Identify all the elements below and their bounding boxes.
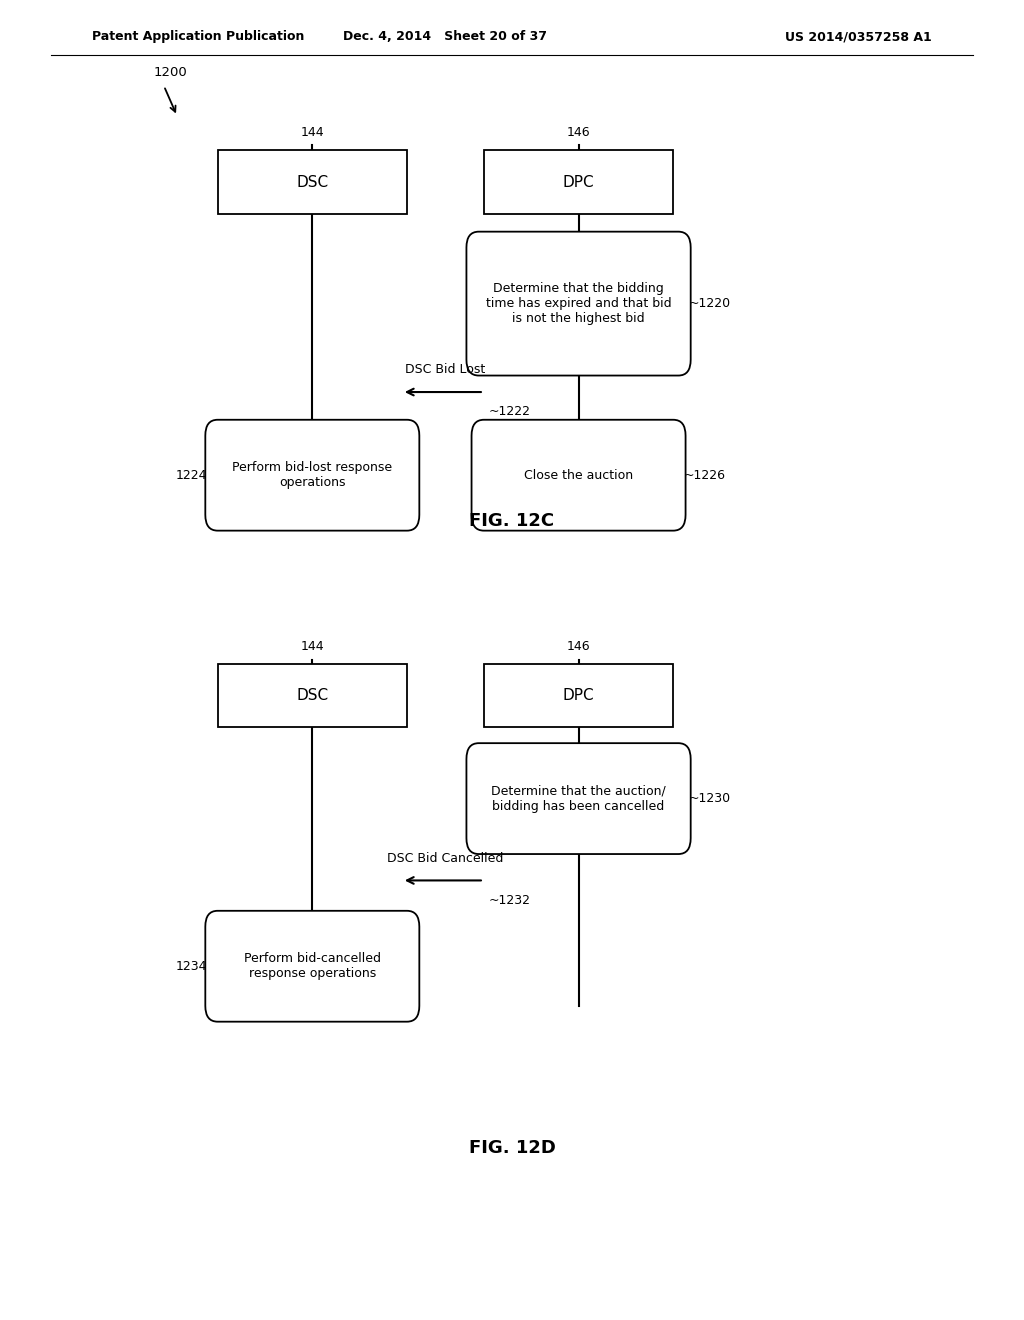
Text: 1200: 1200 (154, 66, 187, 79)
Bar (217, 664, 407, 727)
Bar (483, 150, 674, 214)
Text: DSC: DSC (296, 174, 329, 190)
FancyBboxPatch shape (466, 232, 690, 375)
Text: 1224: 1224 (176, 469, 207, 482)
Text: 1234: 1234 (176, 960, 207, 973)
Text: Patent Application Publication: Patent Application Publication (92, 30, 304, 44)
Text: ~1222: ~1222 (488, 405, 531, 418)
Text: DPC: DPC (563, 174, 594, 190)
Text: DSC: DSC (296, 688, 329, 704)
Text: Determine that the bidding
time has expired and that bid
is not the highest bid: Determine that the bidding time has expi… (485, 282, 672, 325)
Bar (217, 150, 407, 214)
Text: US 2014/0357258 A1: US 2014/0357258 A1 (785, 30, 932, 44)
Text: DSC Bid Cancelled: DSC Bid Cancelled (387, 851, 504, 865)
Text: 146: 146 (566, 640, 591, 653)
FancyBboxPatch shape (205, 420, 420, 531)
Text: DPC: DPC (563, 688, 594, 704)
Text: ~1232: ~1232 (488, 894, 531, 907)
Text: 144: 144 (300, 125, 325, 139)
Text: 144: 144 (300, 640, 325, 653)
Text: ~1220: ~1220 (688, 297, 731, 310)
Text: Perform bid-lost response
operations: Perform bid-lost response operations (232, 461, 392, 490)
FancyBboxPatch shape (471, 420, 685, 531)
FancyBboxPatch shape (205, 911, 420, 1022)
Text: FIG. 12C: FIG. 12C (469, 512, 555, 531)
Text: Perform bid-cancelled
response operations: Perform bid-cancelled response operation… (244, 952, 381, 981)
Text: ~1226: ~1226 (684, 469, 726, 482)
Text: DSC Bid Lost: DSC Bid Lost (406, 363, 485, 376)
Bar (483, 664, 674, 727)
Text: ~1230: ~1230 (688, 792, 731, 805)
FancyBboxPatch shape (466, 743, 690, 854)
Text: 146: 146 (566, 125, 591, 139)
Text: Dec. 4, 2014   Sheet 20 of 37: Dec. 4, 2014 Sheet 20 of 37 (343, 30, 548, 44)
Text: Close the auction: Close the auction (524, 469, 633, 482)
Text: FIG. 12D: FIG. 12D (469, 1139, 555, 1158)
Text: Determine that the auction/
bidding has been cancelled: Determine that the auction/ bidding has … (492, 784, 666, 813)
